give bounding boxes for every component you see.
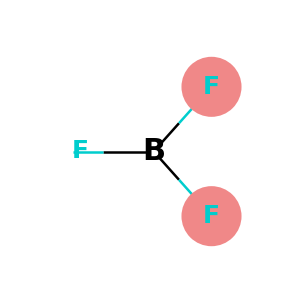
Text: F: F	[203, 75, 220, 99]
Text: F: F	[71, 140, 88, 164]
Circle shape	[182, 186, 242, 246]
Text: B: B	[142, 137, 165, 166]
Circle shape	[182, 57, 242, 117]
Text: F: F	[203, 204, 220, 228]
